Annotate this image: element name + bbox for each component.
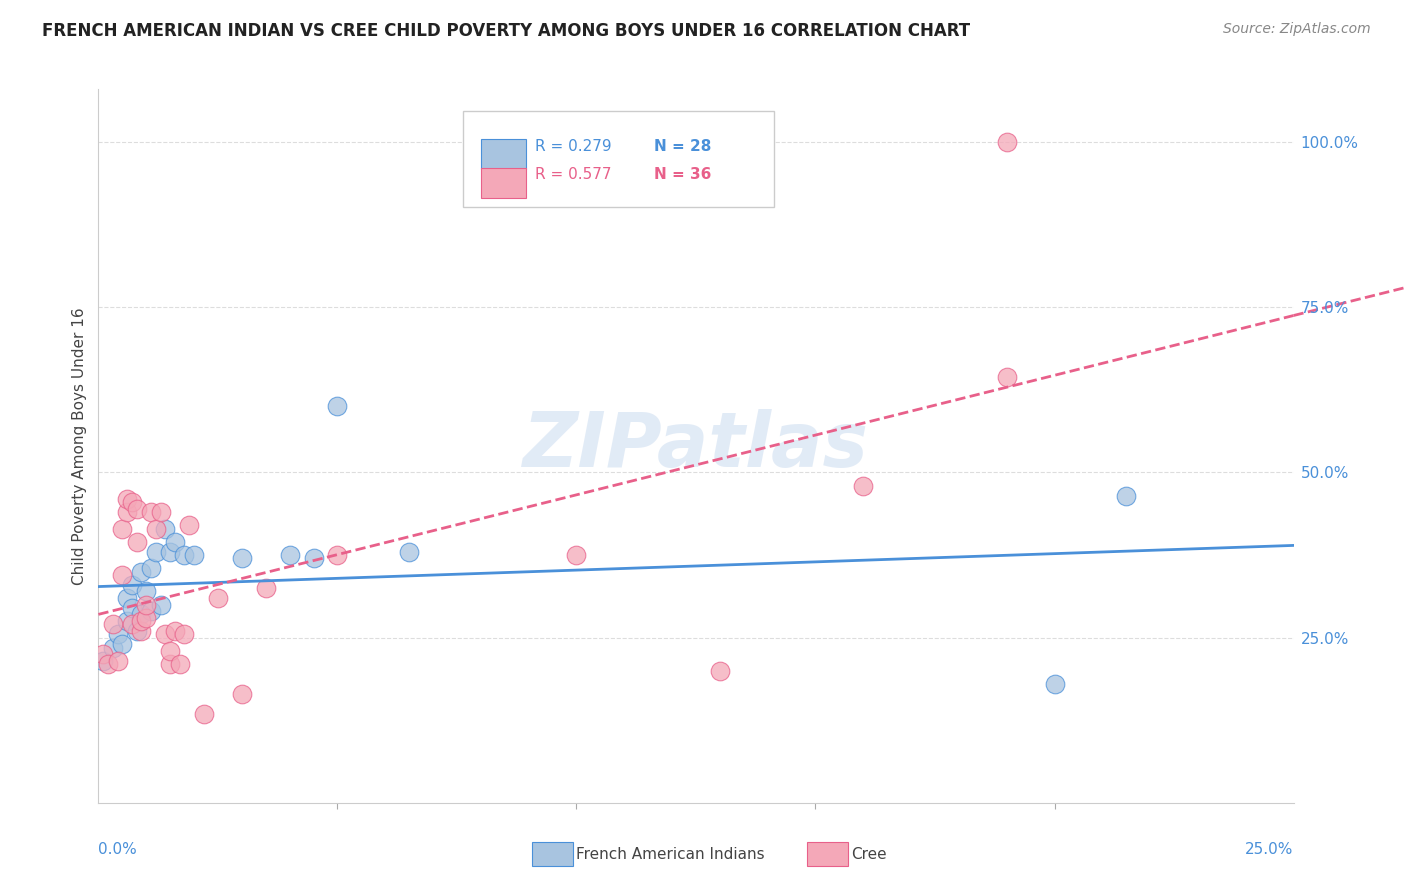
Text: R = 0.279: R = 0.279 xyxy=(534,139,612,153)
Point xyxy=(91,654,114,668)
Point xyxy=(131,607,153,622)
Text: 0.0%: 0.0% xyxy=(98,842,138,857)
Point xyxy=(159,545,181,559)
Point xyxy=(173,548,195,562)
Point xyxy=(1043,677,1066,691)
Point xyxy=(155,522,177,536)
Point xyxy=(173,627,195,641)
Point xyxy=(995,135,1018,149)
Point xyxy=(302,551,325,566)
Point xyxy=(159,657,181,671)
Point xyxy=(125,534,148,549)
Point xyxy=(231,687,253,701)
Point xyxy=(125,624,148,638)
Point xyxy=(193,706,215,721)
Point xyxy=(565,548,588,562)
Point xyxy=(131,565,153,579)
FancyBboxPatch shape xyxy=(463,111,773,207)
Point xyxy=(207,591,229,605)
Point xyxy=(139,505,162,519)
Point xyxy=(326,400,349,414)
Point xyxy=(121,495,143,509)
Point xyxy=(155,627,177,641)
Point xyxy=(169,657,191,671)
Point xyxy=(135,584,157,599)
FancyBboxPatch shape xyxy=(807,842,848,866)
Text: Cree: Cree xyxy=(852,847,887,862)
Point xyxy=(97,657,120,671)
Point xyxy=(135,611,157,625)
Point xyxy=(101,617,124,632)
Point xyxy=(115,505,138,519)
Point xyxy=(163,534,186,549)
Point xyxy=(149,598,172,612)
Y-axis label: Child Poverty Among Boys Under 16: Child Poverty Among Boys Under 16 xyxy=(72,307,87,585)
Point xyxy=(115,491,138,506)
Point xyxy=(231,551,253,566)
Point xyxy=(131,624,153,638)
FancyBboxPatch shape xyxy=(481,168,526,198)
Point xyxy=(145,545,167,559)
Point xyxy=(852,478,875,492)
Point xyxy=(709,664,731,678)
Point xyxy=(111,637,134,651)
Point xyxy=(995,369,1018,384)
Point xyxy=(139,561,162,575)
Text: R = 0.577: R = 0.577 xyxy=(534,168,612,182)
Point xyxy=(183,548,205,562)
Point xyxy=(107,627,129,641)
Point xyxy=(111,522,134,536)
Text: FRENCH AMERICAN INDIAN VS CREE CHILD POVERTY AMONG BOYS UNDER 16 CORRELATION CHA: FRENCH AMERICAN INDIAN VS CREE CHILD POV… xyxy=(42,22,970,40)
Point xyxy=(125,501,148,516)
Point xyxy=(163,624,186,638)
Point xyxy=(145,522,167,536)
FancyBboxPatch shape xyxy=(481,139,526,169)
Point xyxy=(1115,489,1137,503)
Text: N = 28: N = 28 xyxy=(654,139,711,153)
Point xyxy=(159,644,181,658)
Text: N = 36: N = 36 xyxy=(654,168,711,182)
Point xyxy=(115,591,138,605)
Point xyxy=(121,578,143,592)
Point xyxy=(139,604,162,618)
FancyBboxPatch shape xyxy=(533,842,572,866)
Point xyxy=(149,505,172,519)
Point xyxy=(101,640,124,655)
Point xyxy=(278,548,301,562)
Point xyxy=(326,548,349,562)
Point xyxy=(107,654,129,668)
Text: 25.0%: 25.0% xyxy=(1246,842,1294,857)
Point xyxy=(121,617,143,632)
Point xyxy=(115,614,138,628)
Point xyxy=(398,545,420,559)
Text: ZIPatlas: ZIPatlas xyxy=(523,409,869,483)
Point xyxy=(91,647,114,661)
Point xyxy=(135,598,157,612)
Point xyxy=(111,567,134,582)
Point xyxy=(131,614,153,628)
Point xyxy=(179,518,201,533)
Text: Source: ZipAtlas.com: Source: ZipAtlas.com xyxy=(1223,22,1371,37)
Point xyxy=(254,581,277,595)
Text: French American Indians: French American Indians xyxy=(576,847,765,862)
Point xyxy=(121,600,143,615)
